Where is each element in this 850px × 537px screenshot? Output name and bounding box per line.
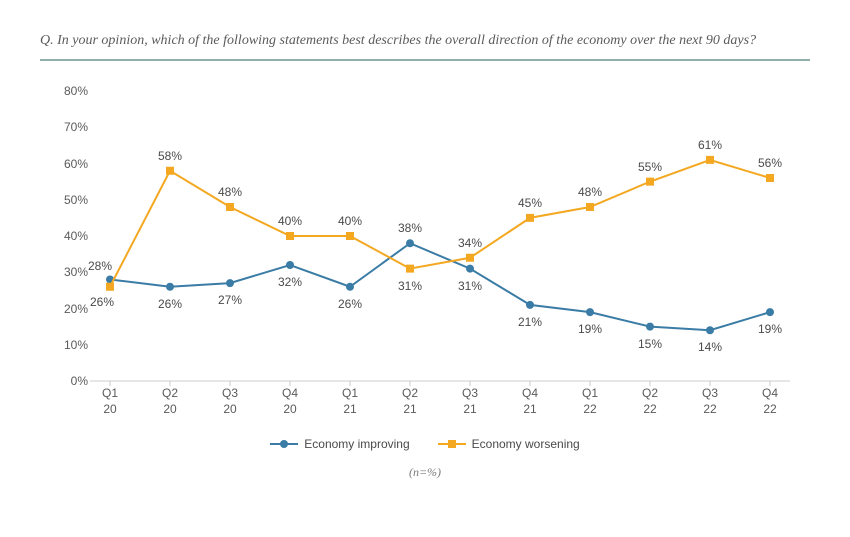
- data-point: [226, 279, 234, 287]
- data-point: [706, 326, 714, 334]
- y-tick-label: 70%: [50, 120, 88, 134]
- y-tick-label: 10%: [50, 338, 88, 352]
- data-label: 19%: [758, 322, 782, 336]
- y-tick-label: 80%: [50, 84, 88, 98]
- x-tick-label: Q1 20: [102, 386, 118, 417]
- x-tick-label: Q4 20: [282, 386, 298, 417]
- data-label: 34%: [458, 236, 482, 250]
- y-axis: 0%10%20%30%40%50%60%70%80%: [50, 91, 90, 381]
- y-tick-label: 50%: [50, 193, 88, 207]
- data-label: 26%: [338, 297, 362, 311]
- data-label: 21%: [518, 315, 542, 329]
- data-label: 31%: [398, 279, 422, 293]
- x-tick-label: Q1 21: [342, 386, 358, 417]
- y-tick-label: 30%: [50, 265, 88, 279]
- data-label: 55%: [638, 160, 662, 174]
- data-label: 27%: [218, 293, 242, 307]
- x-tick-label: Q2 21: [402, 386, 418, 417]
- data-point: [166, 167, 174, 175]
- data-point: [646, 323, 654, 331]
- series-line: [110, 243, 770, 330]
- data-point: [346, 232, 354, 240]
- series-line: [110, 160, 770, 287]
- data-label: 15%: [638, 337, 662, 351]
- data-label: 48%: [578, 185, 602, 199]
- x-axis: Q1 20 Q2 20 Q3 20 Q4 20 Q1 21 Q2 21 Q3 21 Q4 21…: [90, 381, 790, 431]
- data-point: [586, 203, 594, 211]
- data-label: 58%: [158, 149, 182, 163]
- data-point: [466, 265, 474, 273]
- header-divider: [40, 59, 810, 61]
- legend-swatch: [438, 443, 466, 445]
- y-tick-label: 0%: [50, 374, 88, 388]
- x-tick-label: Q4 22: [762, 386, 778, 417]
- chart-area: 0%10%20%30%40%50%60%70%80% 28%26%27%32%2…: [50, 91, 810, 431]
- data-point: [166, 283, 174, 291]
- data-label: 14%: [698, 340, 722, 354]
- data-point: [466, 254, 474, 262]
- data-label: 32%: [278, 275, 302, 289]
- data-label: 48%: [218, 185, 242, 199]
- data-point: [766, 308, 774, 316]
- x-tick-label: Q3 22: [702, 386, 718, 417]
- data-point: [226, 203, 234, 211]
- data-label: 45%: [518, 196, 542, 210]
- data-point: [646, 178, 654, 186]
- data-point: [526, 214, 534, 222]
- data-label: 26%: [158, 297, 182, 311]
- y-tick-label: 40%: [50, 229, 88, 243]
- y-tick-label: 20%: [50, 302, 88, 316]
- legend-label: Economy improving: [304, 437, 409, 451]
- x-tick-label: Q2 20: [162, 386, 178, 417]
- x-tick-label: Q2 22: [642, 386, 658, 417]
- x-tick-label: Q1 22: [582, 386, 598, 417]
- legend-item: Economy improving: [270, 437, 409, 451]
- circle-icon: [280, 440, 288, 448]
- n-note: (n=%): [40, 465, 810, 480]
- legend: Economy improving Economy worsening: [40, 437, 810, 451]
- data-label: 61%: [698, 138, 722, 152]
- x-tick-label: Q4 21: [522, 386, 538, 417]
- x-tick-label: Q3 20: [222, 386, 238, 417]
- data-point: [286, 232, 294, 240]
- square-icon: [448, 440, 456, 448]
- data-label: 31%: [458, 279, 482, 293]
- plot-area: 28% 26% 27% 32% 26% 38% 31% 21% 19% 15% 14% 19% 26% 5…: [90, 91, 790, 381]
- data-point: [406, 239, 414, 247]
- data-point: [526, 301, 534, 309]
- y-tick-label: 60%: [50, 157, 88, 171]
- data-point: [586, 308, 594, 316]
- data-point: [106, 283, 114, 291]
- data-point: [346, 283, 354, 291]
- legend-label: Economy worsening: [472, 437, 580, 451]
- data-label: 19%: [578, 322, 602, 336]
- chart-container: Q. In your opinion, which of the followi…: [0, 0, 850, 537]
- data-label: 26%: [90, 295, 114, 309]
- legend-item: Economy worsening: [438, 437, 580, 451]
- data-label: 28%: [88, 259, 112, 273]
- data-label: 40%: [338, 214, 362, 228]
- data-point: [766, 174, 774, 182]
- data-label: 38%: [398, 221, 422, 235]
- data-point: [406, 265, 414, 273]
- chart-svg: [90, 91, 790, 381]
- data-point: [286, 261, 294, 269]
- question-text: Q. In your opinion, which of the followi…: [40, 30, 810, 51]
- legend-swatch: [270, 443, 298, 445]
- x-tick-label: Q3 21: [462, 386, 478, 417]
- data-label: 40%: [278, 214, 302, 228]
- data-label: 56%: [758, 156, 782, 170]
- data-point: [706, 156, 714, 164]
